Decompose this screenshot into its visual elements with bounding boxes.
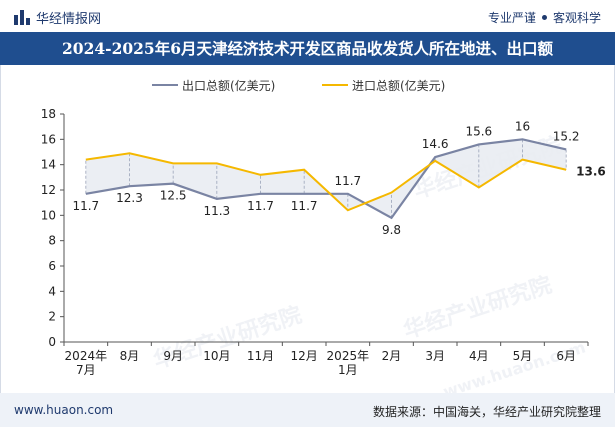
y-tick-label: 12 (41, 183, 56, 197)
y-tick-label: 16 (41, 132, 56, 146)
series-line-import (85, 152, 567, 212)
top-bar: 华经情报网 专业严谨 客观科学 (0, 0, 615, 32)
brand-logo[interactable]: 华经情报网 (14, 8, 102, 27)
x-tick-label: 4月 (469, 349, 489, 363)
data-label-export: 14.6 (422, 137, 449, 151)
legend-swatch-export (152, 84, 178, 86)
x-tick-label: 3月 (425, 349, 445, 363)
y-tick-label: 2 (48, 310, 56, 324)
x-tick-label: 1月 (338, 363, 358, 377)
data-label-import: 13.6 (576, 165, 606, 179)
tagline: 专业严谨 客观科学 (488, 9, 601, 26)
series-line-export (85, 138, 567, 220)
data-label-export: 11.7 (334, 174, 361, 188)
y-tick-label: 8 (48, 234, 56, 248)
bar-chart-icon (14, 9, 30, 25)
legend-swatch-import (322, 84, 348, 86)
x-tick-label: 2025年 (327, 349, 370, 363)
x-tick-label: 2月 (382, 349, 402, 363)
x-tick-label: 11月 (247, 349, 274, 363)
x-tick-label: 9月 (163, 349, 183, 363)
legend-label-export: 出口总额(亿美元) (182, 78, 276, 93)
data-label-export: 12.3 (116, 191, 143, 205)
legend-item-import[interactable]: 进口总额(亿美元) (322, 76, 445, 94)
y-tick-label: 14 (41, 158, 56, 172)
x-tick-label: 7月 (76, 363, 96, 377)
data-label-export: 16 (515, 119, 530, 133)
website-link[interactable]: www.huaon.com (14, 403, 114, 417)
y-tick-label: 10 (41, 208, 56, 222)
x-tick-label: 12月 (291, 349, 318, 363)
data-label-export: 15.6 (465, 124, 492, 138)
series-gap-area (85, 139, 567, 218)
footer: www.huaon.com 数据来源：中国海关，华经产业研究院整理 (0, 393, 615, 427)
title-bar: 2024-2025年6月天津经济技术开发区商品收发货人所在地进、出口额 (0, 32, 615, 65)
tagline-right: 客观科学 (552, 11, 601, 25)
y-tick-label: 6 (48, 259, 56, 273)
y-tick-label: 18 (41, 107, 56, 121)
data-source: 数据来源：中国海关，华经产业研究院整理 (372, 405, 601, 419)
data-label-export: 11.7 (247, 199, 274, 213)
data-label-export: 15.2 (553, 129, 580, 143)
data-label-export: 9.8 (382, 223, 401, 237)
dot-icon (541, 15, 547, 20)
chart-title: 2024-2025年6月天津经济技术开发区商品收发货人所在地进、出口额 (62, 39, 553, 58)
x-tick-label: 8月 (120, 349, 140, 363)
brand-name: 华经情报网 (36, 11, 102, 27)
data-label-export: 11.3 (203, 204, 230, 218)
x-tick-label: 6月 (556, 349, 576, 363)
legend-item-export[interactable]: 出口总额(亿美元) (152, 76, 275, 94)
data-label-export: 12.5 (160, 189, 187, 203)
y-tick-label: 4 (48, 284, 56, 298)
tagline-left: 专业严谨 (487, 11, 536, 25)
x-tick-label: 10月 (203, 349, 230, 363)
legend: 出口总额(亿美元) 进口总额(亿美元) (0, 76, 615, 94)
data-label-export: 11.7 (72, 199, 99, 213)
x-tick-label: 5月 (513, 349, 533, 363)
data-label-export: 11.7 (291, 199, 318, 213)
legend-label-import: 进口总额(亿美元) (352, 78, 446, 93)
x-tick-label: 2024年 (65, 349, 108, 363)
y-tick-label: 0 (48, 335, 56, 349)
